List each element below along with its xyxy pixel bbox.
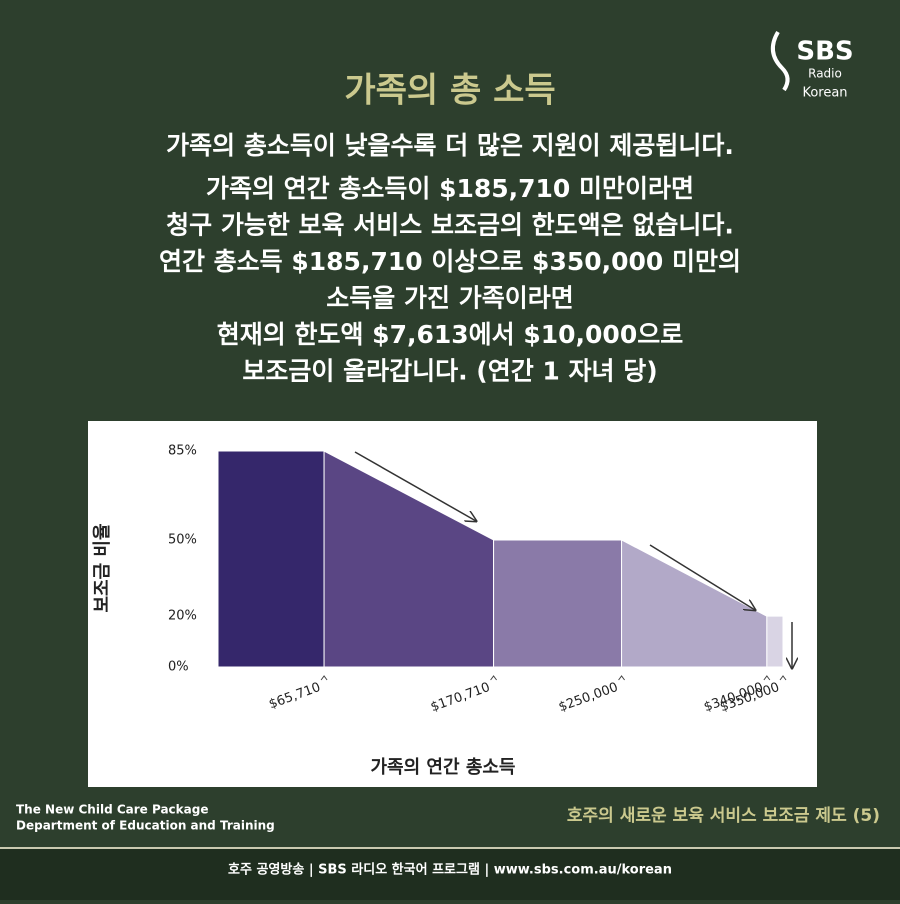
body-line: 현재의 한도액 $7,613에서 $10,000으로 <box>217 320 683 349</box>
area-segment <box>217 450 325 668</box>
subtitle: 가족의 총소득이 낮을수록 더 많은 지원이 제공됩니다. <box>166 131 734 160</box>
caption: 호주의 새로운 보육 서비스 보조금 제도 (5) <box>567 806 880 826</box>
logo-lang: Korean <box>802 86 847 101</box>
y-tick-label: 85% <box>168 444 197 459</box>
footer: 호주 공영방송 | SBS 라디오 한국어 프로그램 | www.sbs.com… <box>228 862 672 878</box>
source-line: The New Child Care Package <box>16 803 208 817</box>
x-tick-mark <box>490 675 497 681</box>
x-axis-label: 가족의 연간 총소득 <box>370 757 515 778</box>
logo-mark <box>770 30 790 92</box>
body-line: 가족의 연간 총소득이 $185,710 미만이라면 <box>206 174 694 203</box>
body-line: 소득을 가진 가족이라면 <box>326 284 573 313</box>
y-tick-label: 50% <box>168 532 197 547</box>
area-segment <box>493 539 623 668</box>
arrow <box>649 544 755 610</box>
body-line: 청구 가능한 보육 서비스 보조금의 한도액은 없습니다. <box>166 211 734 240</box>
footer-bar <box>0 849 900 900</box>
x-tick-mark <box>779 675 787 681</box>
x-tick-mark <box>763 675 771 681</box>
title: 가족의 총 소득 <box>344 71 555 111</box>
area-segment <box>766 615 784 668</box>
body-line: 보조금이 올라갑니다. (연간 1 자녀 당) <box>242 357 657 386</box>
y-tick-label: 20% <box>168 609 197 624</box>
x-tick-mark <box>618 675 625 681</box>
arrow <box>354 451 476 521</box>
y-axis-label: 보조금 비율 <box>92 523 113 612</box>
y-tick-label: 0% <box>168 660 189 675</box>
x-tick-mark <box>320 675 328 681</box>
logo-brand: SBS <box>796 37 853 67</box>
source-line: Department of Education and Training <box>16 819 275 833</box>
logo-sub: Radio <box>808 67 842 81</box>
body-line: 연간 총소득 $185,710 이상으로 $350,000 미만의 <box>159 247 741 276</box>
